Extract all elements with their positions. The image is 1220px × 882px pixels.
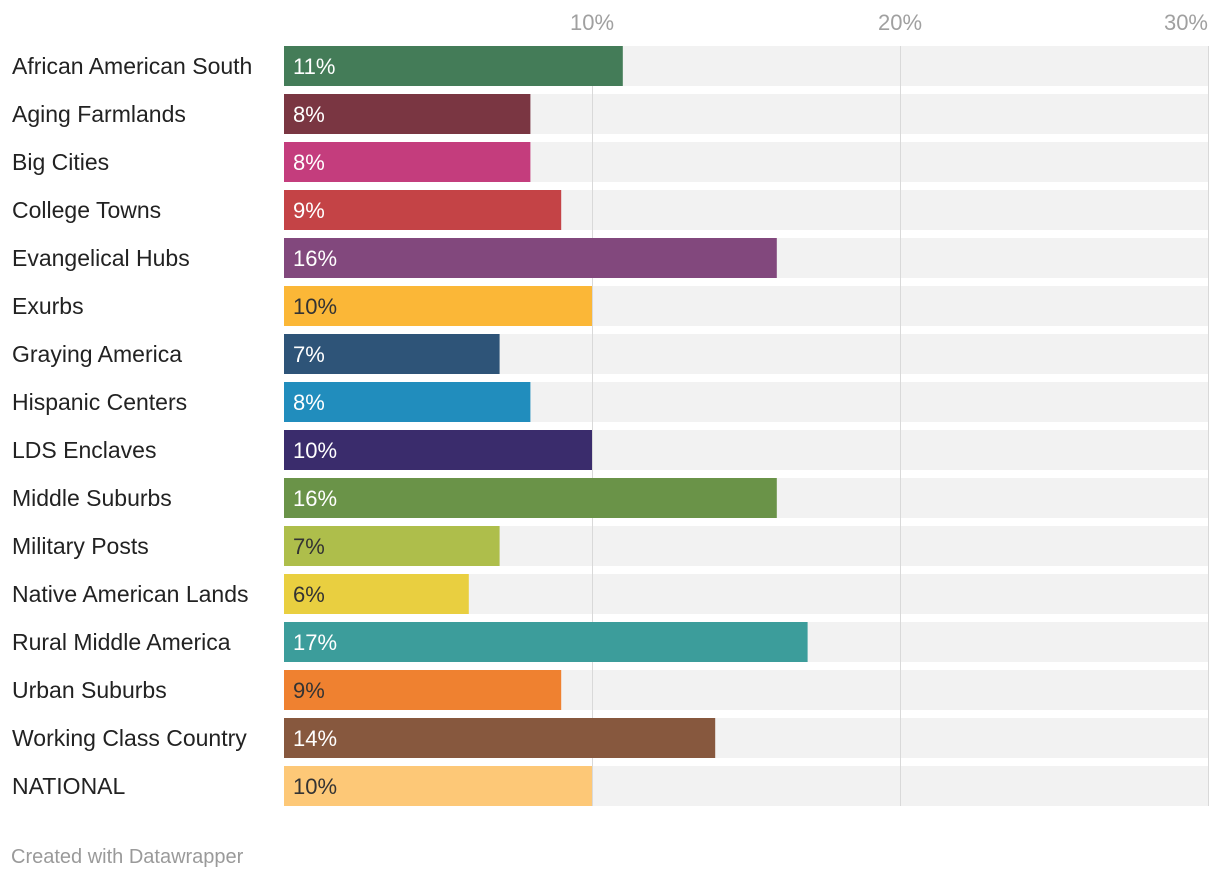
category-label: LDS Enclaves <box>12 437 156 463</box>
bar <box>284 142 531 182</box>
bar <box>284 190 562 230</box>
bar-value-label: 16% <box>293 246 337 271</box>
bar-value-label: 10% <box>293 438 337 463</box>
category-label: College Towns <box>12 197 161 223</box>
bar-value-label: 8% <box>293 102 325 127</box>
bar-value-label: 9% <box>293 198 325 223</box>
bar <box>284 622 808 662</box>
bar-value-label: 17% <box>293 630 337 655</box>
bar-value-label: 9% <box>293 678 325 703</box>
bar <box>284 478 777 518</box>
bar <box>284 382 531 422</box>
x-tick-label: 20% <box>878 10 922 35</box>
datawrapper-credit: Created with Datawrapper <box>11 846 244 868</box>
bar <box>284 718 716 758</box>
bar <box>284 334 500 374</box>
bar <box>284 574 469 614</box>
x-axis-ticks: 10% 20% 30% <box>570 10 1208 35</box>
x-tick-label: 10% <box>570 10 614 35</box>
bar-chart: 10% 20% 30% African American South 11% Aging … <box>12 10 1209 806</box>
bar-value-label: 7% <box>293 534 325 559</box>
category-label: Evangelical Hubs <box>12 245 190 271</box>
bar <box>284 670 562 710</box>
category-label: Rural Middle America <box>12 629 231 655</box>
category-label: Graying America <box>12 341 182 367</box>
category-label: Middle Suburbs <box>12 485 172 511</box>
category-label: Working Class Country <box>12 725 247 751</box>
bar-value-label: 14% <box>293 726 337 751</box>
bars-group: African American South 11% Aging Farmlands… <box>12 46 808 806</box>
category-label: Big Cities <box>12 149 109 175</box>
bar-value-label: 6% <box>293 582 325 607</box>
category-label: NATIONAL <box>12 773 126 799</box>
category-label: Aging Farmlands <box>12 101 186 127</box>
bar-value-label: 7% <box>293 342 325 367</box>
bar-value-label: 11% <box>293 54 335 79</box>
bar-value-label: 8% <box>293 150 325 175</box>
category-label: Military Posts <box>12 533 149 559</box>
bar <box>284 94 531 134</box>
category-label: Exurbs <box>12 293 84 319</box>
category-label: African American South <box>12 53 252 79</box>
category-label: Hispanic Centers <box>12 389 187 415</box>
x-tick-label: 30% <box>1164 10 1208 35</box>
bar <box>284 526 500 566</box>
bar-value-label: 10% <box>293 294 337 319</box>
bar <box>284 286 592 326</box>
bar-value-label: 16% <box>293 486 337 511</box>
bar-value-label: 8% <box>293 390 325 415</box>
bar <box>284 238 777 278</box>
bar <box>284 46 623 86</box>
bar <box>284 430 592 470</box>
gridline-group <box>592 46 1209 806</box>
category-label: Urban Suburbs <box>12 677 167 703</box>
category-label: Native American Lands <box>12 581 249 607</box>
bar-value-label: 10% <box>293 774 337 799</box>
bar <box>284 766 592 806</box>
